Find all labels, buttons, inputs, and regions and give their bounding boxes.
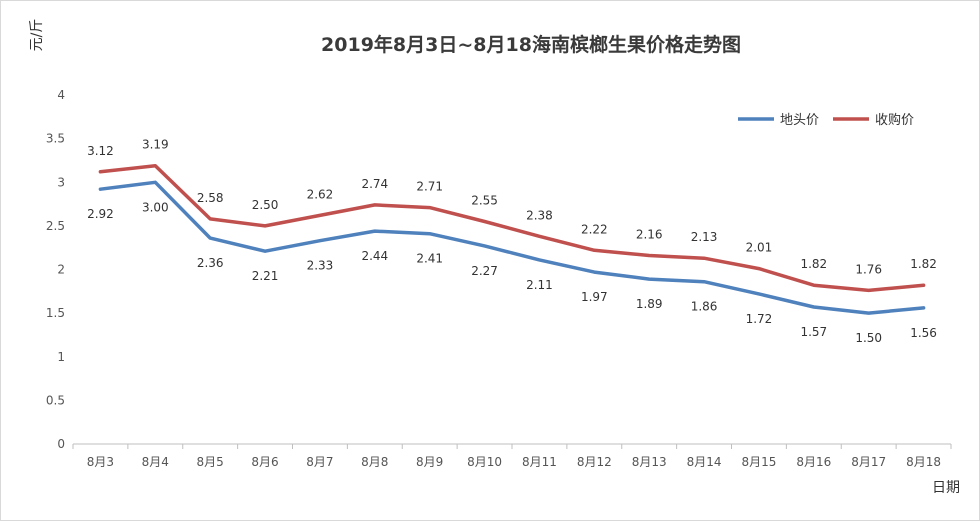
y-tick-label: 0.5 (46, 393, 65, 407)
series-lines (98, 163, 926, 315)
y-tick-label: 1.5 (46, 306, 65, 320)
data-label: 1.97 (581, 290, 608, 304)
x-tick-label: 8月13 (632, 455, 667, 469)
chart-title: 2019年8月3日~8月18海南槟榔生果价格走势图 (321, 33, 741, 56)
y-tick-label: 0 (57, 437, 65, 451)
data-label: 1.72 (746, 312, 773, 326)
x-tick-label: 8月10 (467, 455, 502, 469)
data-label: 2.58 (197, 191, 224, 205)
x-tick-label: 8月12 (577, 455, 612, 469)
data-label: 2.21 (252, 269, 279, 283)
data-label: 1.57 (800, 325, 827, 339)
x-tick-label: 8月11 (522, 455, 557, 469)
x-tick-label: 8月16 (796, 455, 831, 469)
data-label: 2.62 (307, 187, 334, 201)
data-label: 1.86 (691, 300, 718, 314)
x-tick-label: 8月14 (687, 455, 722, 469)
x-tick-label: 8月5 (197, 455, 224, 469)
y-tick-label: 2.5 (46, 219, 65, 233)
data-label: 2.16 (636, 228, 663, 242)
data-label: 2.38 (526, 208, 553, 222)
data-label: 2.74 (361, 177, 388, 191)
legend: 地头价 收购价 (738, 112, 914, 128)
y-tick-label: 1 (57, 350, 65, 364)
data-label: 2.92 (87, 207, 114, 221)
x-tick-label: 8月15 (741, 455, 776, 469)
data-label: 2.71 (416, 180, 443, 194)
y-tick-group: 0 0.5 1 1.5 2 2.5 3 3.5 4 (46, 88, 65, 451)
series-line-field-price (98, 180, 926, 315)
data-label: 2.41 (416, 252, 443, 266)
x-axis-label: 日期 (932, 480, 960, 496)
data-label: 2.22 (581, 222, 608, 236)
x-tick-label: 8月18 (906, 455, 941, 469)
series-line-purchase-price (98, 163, 926, 293)
y-tick-label: 3.5 (46, 132, 65, 146)
data-label: 1.89 (636, 297, 663, 311)
x-tick-label: 8月6 (251, 455, 278, 469)
legend-label: 地头价 (780, 113, 819, 128)
data-label: 2.33 (307, 259, 334, 273)
x-tick-label: 8月4 (142, 455, 169, 469)
data-label: 2.01 (746, 241, 773, 255)
data-label: 2.11 (526, 278, 553, 292)
data-label: 1.50 (855, 331, 882, 345)
x-tick-group: 8月3 8月4 8月5 8月6 8月7 8月8 8月9 8月10 8月11 8月12 8月13 8月1… (72, 444, 952, 469)
x-tick-label: 8月9 (416, 455, 443, 469)
y-tick-label: 3 (57, 175, 65, 189)
data-label: 1.76 (855, 262, 882, 276)
data-label: 2.44 (361, 249, 388, 263)
legend-label: 收购价 (875, 112, 914, 128)
y-axis-label: 元/斤 (29, 19, 45, 52)
data-label: 1.82 (910, 257, 937, 271)
data-label: 1.82 (800, 257, 827, 271)
x-tick-label: 8月7 (306, 455, 333, 469)
x-tick-label: 8月17 (851, 455, 886, 469)
data-label: 3.00 (142, 200, 169, 214)
y-tick-label: 4 (57, 88, 65, 102)
y-tick-label: 2 (57, 263, 65, 277)
data-label: 1.56 (910, 326, 937, 340)
x-tick-label: 8月8 (361, 455, 388, 469)
data-label: 3.12 (87, 144, 114, 158)
data-label: 3.19 (142, 138, 169, 152)
data-label: 2.13 (691, 230, 718, 244)
data-labels: 2.92 3.00 2.36 2.21 2.33 2.44 2.41 2.27 2.11 1.97… (87, 138, 937, 345)
data-label: 2.55 (471, 194, 498, 208)
x-tick-label: 8月3 (87, 455, 114, 469)
data-label: 2.36 (197, 256, 224, 270)
data-label: 2.27 (471, 264, 498, 278)
data-label: 2.50 (252, 198, 279, 212)
